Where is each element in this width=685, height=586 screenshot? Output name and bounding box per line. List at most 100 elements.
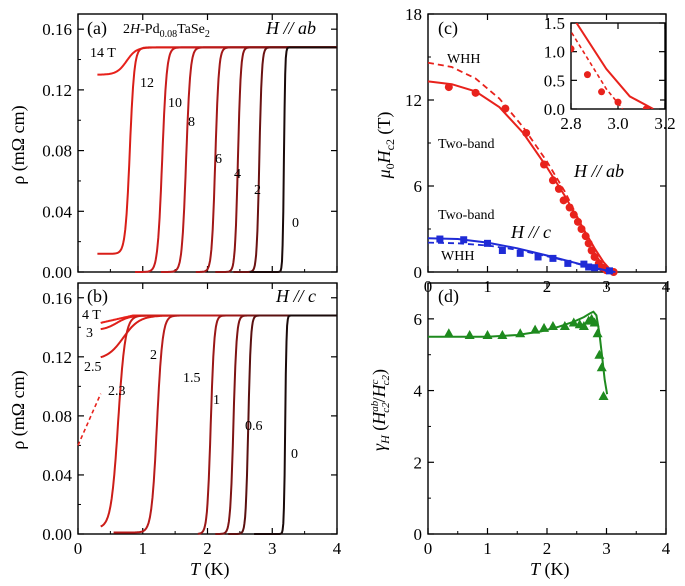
rho-c-extrapolation [77, 393, 102, 446]
y-tick-label: 6 [414, 177, 423, 196]
y-tick-label: 1.0 [544, 43, 565, 62]
gamma-point [530, 324, 541, 334]
x-tick-label: 2.8 [560, 114, 581, 133]
panel-a: 0.00 0.04 0.08 0.12 0.16 14 T 12 10 8 642 0 (a) 2… [8, 13, 338, 282]
gamma-point [596, 362, 607, 372]
panel-a-ylabel: ρ (mΩ cm) [8, 105, 29, 184]
inset-curves [571, 23, 654, 109]
c-hc2-point [436, 235, 444, 243]
gamma-point [539, 322, 550, 332]
ab-whh-label: WHH [447, 52, 480, 67]
c-two-band-label: Two-band [438, 208, 495, 223]
y-tick-label: 6 [414, 310, 423, 329]
c-hc2-point [549, 254, 557, 262]
rho-c-curve-0 [254, 314, 337, 535]
y-tick-label: 0.16 [42, 20, 72, 39]
rho-ab-label: 2 [254, 183, 261, 198]
rho-ab-label: 6 [215, 152, 222, 167]
ab-hc2-point [559, 196, 568, 205]
y-tick-label: 0.00 [42, 263, 72, 282]
c-hc2-point [516, 249, 524, 257]
y-tick-label: 0 [414, 525, 423, 544]
gamma-fit-curve [428, 310, 609, 395]
rho-c-curve-2 [113, 314, 337, 534]
inset-hc2-point [614, 98, 622, 106]
gamma-point [592, 328, 603, 338]
rho-c-label: 4 T [82, 308, 101, 323]
gamma-point [497, 329, 508, 339]
y-tick-label: 0.08 [42, 142, 72, 161]
inset-hc2-point [598, 88, 606, 96]
ab-hc2-point [565, 203, 574, 212]
y-tick-label: 0 [414, 263, 423, 282]
rho-c-curve-2.3 [100, 314, 337, 528]
panel-b-ticks: 0 1 2 3 4 0.00 0.04 0.08 0.12 0.16 [42, 283, 342, 558]
panel-c-ylabel: μ0Hc2 (T) [374, 112, 397, 180]
x-tick-label: 0 [424, 539, 433, 558]
rho-c-curve-2.5 [100, 314, 337, 359]
y-tick-label: 0.04 [42, 466, 72, 485]
x-tick-label: 1 [139, 539, 148, 558]
c-hc2-point [580, 260, 588, 268]
inset-plot [571, 23, 654, 109]
gamma-point [578, 321, 589, 331]
x-tick-label: 3.0 [607, 114, 628, 133]
y-tick-label: 2 [414, 453, 423, 472]
ab-hc2-point [501, 104, 510, 113]
ab-hc2-point [581, 232, 590, 241]
y-tick-label: 0.16 [42, 289, 72, 308]
ab-hc2-point [554, 184, 563, 193]
panel-a-label: (a) [87, 18, 107, 39]
gamma-point [598, 390, 609, 400]
c-hc2-point [564, 259, 572, 267]
panel-b-xlabel: T (K) [190, 559, 230, 580]
rho-c-label: 1 [213, 393, 220, 408]
panel-c-label: (c) [438, 18, 458, 39]
c-field-label: H // c [510, 222, 551, 242]
y-tick-label: 0.12 [42, 81, 72, 100]
panel-a-curves: 14 T 12 10 8 642 0 [90, 46, 337, 273]
gamma-point [594, 349, 605, 359]
y-tick-label: 12 [405, 91, 422, 110]
rho-c-curve-1.5 [197, 314, 337, 535]
c-hc2-point [534, 253, 542, 261]
c-hc2-point [460, 236, 468, 244]
rho-c-label: 0.6 [245, 419, 263, 434]
c-hc2-point [605, 267, 613, 275]
ab-hc2-point [587, 246, 596, 255]
rho-c-label: 2 [150, 348, 157, 363]
panel-d-xlabel: T (K) [530, 559, 570, 580]
rho-c-label: 1.5 [183, 371, 201, 386]
rho-ab-curve-12 [97, 46, 337, 255]
c-hc2-point [484, 239, 491, 247]
rho-ab-label: 8 [188, 115, 195, 130]
x-tick-label: 2 [203, 539, 212, 558]
ab-hc2-point [471, 88, 480, 97]
rho-ab-label: 10 [168, 96, 182, 111]
gamma-point [568, 317, 579, 327]
ab-hc2-point [444, 83, 453, 92]
gamma-point [515, 328, 526, 338]
rho-c-label: 0 [291, 447, 298, 462]
rho-c-label: 2.3 [108, 384, 126, 399]
ab-hc2-point [590, 252, 599, 261]
inset-hc2-point [583, 71, 591, 79]
gamma-point [589, 317, 600, 327]
y-tick-label: 18 [405, 5, 422, 24]
gamma-point [482, 329, 493, 339]
y-tick-label: 1.5 [544, 14, 565, 33]
c-two-band-curve [427, 237, 616, 273]
x-tick-label: 4 [662, 539, 671, 558]
rho-ab-label: 4 [234, 167, 241, 182]
ab-hc2-point [584, 239, 593, 248]
y-tick-label: 0.5 [544, 71, 565, 90]
rho-ab-label: 0 [292, 216, 299, 231]
panel-d-ylabel: γH (Habc2/Hcc2) [369, 369, 392, 451]
y-tick-label: 0.0 [544, 100, 565, 119]
panel-d-label: (d) [438, 286, 459, 307]
panel-a-ticks: 0.00 0.04 0.08 0.12 0.16 [42, 14, 338, 282]
inset-two-band-curve [575, 23, 654, 109]
